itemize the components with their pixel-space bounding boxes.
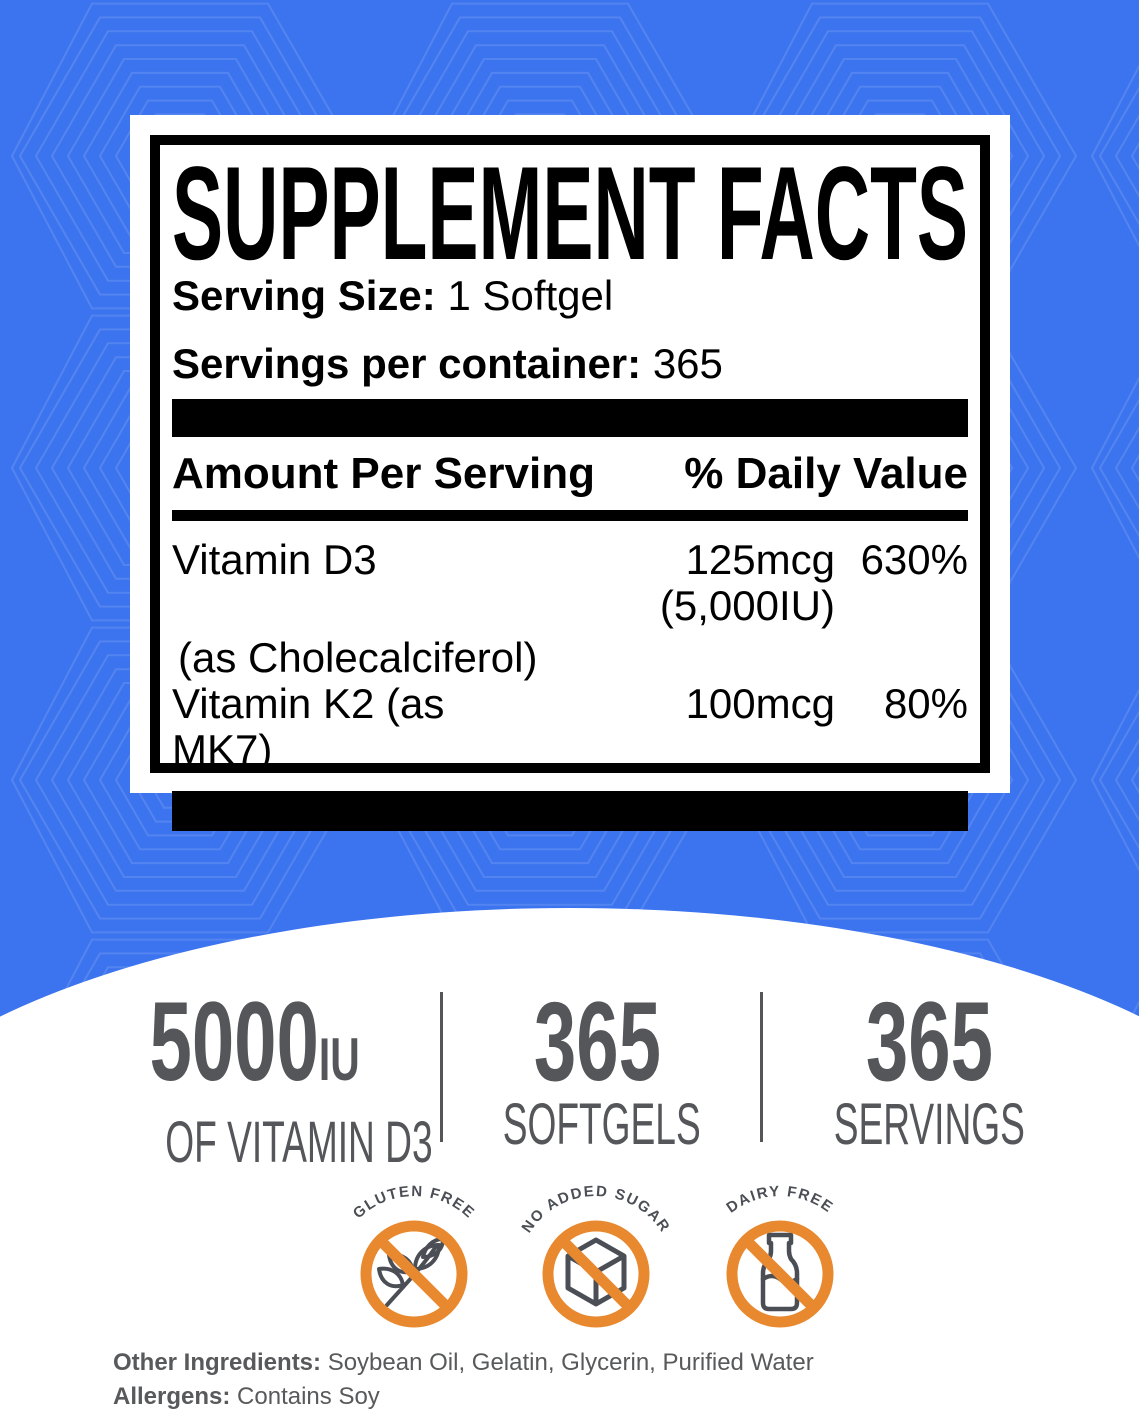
label-title-text: SUPPLEMENT FACTS: [172, 159, 968, 263]
servings-label: Servings per container:: [172, 340, 642, 387]
amount-per-serving-header: Amount Per Serving: [172, 449, 595, 498]
prohibition-circle: [360, 1220, 468, 1328]
table-row-subline: (as Cholecalciferol): [172, 635, 968, 681]
nutrient-name: Vitamin D3: [172, 536, 377, 583]
stat-value: 365: [533, 979, 661, 1104]
nutrient-daily-value: 80%: [883, 680, 968, 727]
other-ingredients-label: Other Ingredients:: [113, 1349, 322, 1376]
other-ingredients-line: Other Ingredients: Soybean Oil, Gelatin,…: [113, 1346, 814, 1380]
prohibition-circle: [726, 1220, 834, 1328]
badge-arc-label: DAIRY FREE: [723, 1183, 836, 1217]
stat-label: SERVINGS: [833, 1092, 1025, 1157]
stat-unit: IU: [319, 1026, 361, 1093]
separator-bar-bottom: [172, 791, 968, 831]
dairy-free-badge: DAIRY FREE: [723, 1183, 836, 1328]
serving-size-line: Serving Size: 1 Softgel: [172, 273, 968, 319]
stat-label: SOFTGELS: [502, 1092, 701, 1157]
stat-vitamin-d3: 5000IU OF VITAMIN D3: [90, 986, 433, 1175]
gluten-free-badge: GLUTEN FREE: [350, 1183, 478, 1328]
stat-divider: [760, 992, 763, 1142]
separator-bar-top: [172, 399, 968, 437]
nutrient-amount: 100mcg: [685, 680, 835, 727]
allergens-label: Allergens:: [113, 1383, 231, 1410]
stat-label: OF VITAMIN D3: [165, 1110, 433, 1175]
servings-value: 365: [652, 340, 723, 387]
nutrient-amount: 125mcg (5,000IU): [659, 536, 835, 629]
allergens-line: Allergens: Contains Soy: [113, 1380, 814, 1413]
stat-softgels: 365 SOFTGELS: [447, 979, 747, 1157]
table-row: Vitamin D3 125mcg (5,000IU) 630%: [172, 537, 968, 629]
free-from-badges: GLUTEN FREE NO ADDED SUGAR: [329, 1167, 865, 1339]
stat-servings: 365 SERVINGS: [779, 979, 1079, 1157]
serving-size-label: Serving Size:: [172, 272, 436, 319]
supplement-facts-label: SUPPLEMENT FACTS Serving Size: 1 Softgel…: [130, 115, 1010, 831]
table-row: Vitamin K2 (as MK7) 100mcg 80%: [172, 681, 968, 773]
nutrient-name: Vitamin K2 (as MK7): [172, 680, 445, 773]
table-header-row: Amount Per Serving % Daily Value: [172, 451, 968, 497]
servings-per-container-line: Servings per container: 365: [172, 341, 968, 387]
stat-value: 5000IU: [90, 986, 420, 1106]
daily-value-header: % Daily Value: [684, 449, 968, 498]
footer-text: Other Ingredients: Soybean Oil, Gelatin,…: [113, 1346, 814, 1413]
allergens-value: Contains Soy: [237, 1383, 380, 1410]
curved-white-section: [0, 908, 1139, 1413]
header-rule: [172, 510, 968, 521]
stat-value: 365: [865, 979, 993, 1104]
prohibition-circle: [542, 1220, 650, 1328]
prohibition-slash: [376, 1236, 452, 1312]
prohibition-slash: [558, 1236, 634, 1312]
label-border-frame: SUPPLEMENT FACTS Serving Size: 1 Softgel…: [150, 135, 990, 831]
serving-size-value: 1 Softgel: [447, 272, 614, 319]
prohibition-slash: [742, 1236, 818, 1312]
stat-number: 5000: [149, 979, 320, 1104]
nutrient-daily-value: 630%: [860, 536, 968, 583]
no-added-sugar-badge: NO ADDED SUGAR: [518, 1183, 672, 1328]
other-ingredients-value: Soybean Oil, Gelatin, Glycerin, Purified…: [327, 1349, 814, 1376]
badge-arc-label: GLUTEN FREE: [350, 1183, 478, 1222]
label-title: SUPPLEMENT FACTS: [172, 159, 968, 263]
stat-divider: [440, 992, 443, 1142]
nutrient-name-sub: (as Cholecalciferol): [178, 634, 538, 681]
